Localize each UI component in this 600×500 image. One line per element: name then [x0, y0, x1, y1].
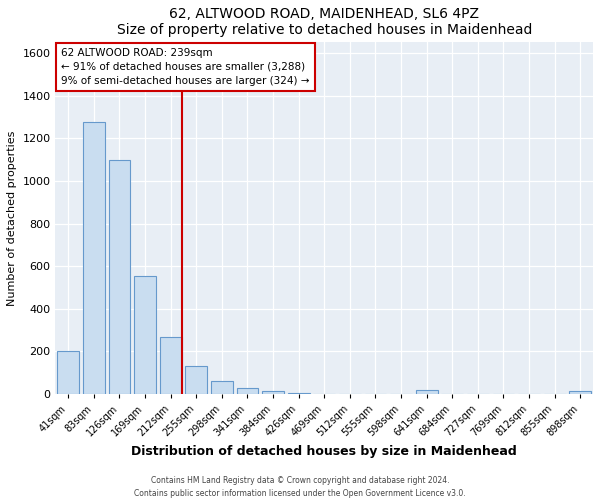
Bar	[185, 366, 207, 394]
Bar	[211, 382, 233, 394]
Bar	[262, 391, 284, 394]
Bar	[569, 391, 591, 394]
Bar	[236, 388, 259, 394]
Y-axis label: Number of detached properties: Number of detached properties	[7, 130, 17, 306]
Bar	[58, 352, 79, 394]
Text: Contains HM Land Registry data © Crown copyright and database right 2024.
Contai: Contains HM Land Registry data © Crown c…	[134, 476, 466, 498]
Bar	[288, 393, 310, 394]
Bar	[109, 160, 130, 394]
Bar	[83, 122, 105, 394]
Bar	[416, 390, 437, 394]
Title: 62, ALTWOOD ROAD, MAIDENHEAD, SL6 4PZ
Size of property relative to detached hous: 62, ALTWOOD ROAD, MAIDENHEAD, SL6 4PZ Si…	[116, 7, 532, 37]
Text: 62 ALTWOOD ROAD: 239sqm
← 91% of detached houses are smaller (3,288)
9% of semi-: 62 ALTWOOD ROAD: 239sqm ← 91% of detache…	[61, 48, 310, 86]
Bar	[160, 336, 182, 394]
Bar	[134, 276, 156, 394]
X-axis label: Distribution of detached houses by size in Maidenhead: Distribution of detached houses by size …	[131, 445, 517, 458]
